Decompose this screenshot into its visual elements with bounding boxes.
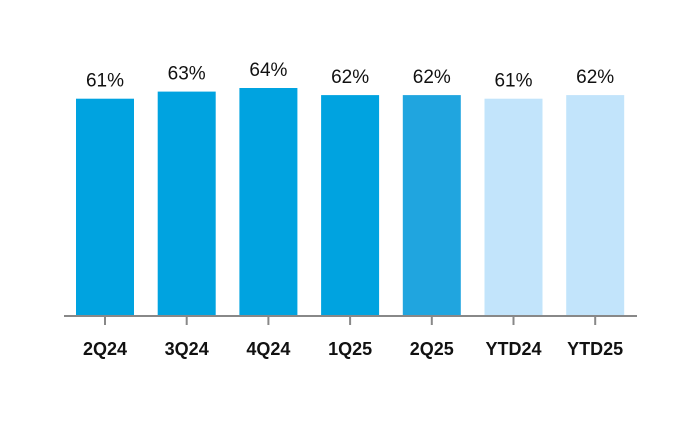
bar-2q25 xyxy=(402,95,461,316)
value-label: 63% xyxy=(168,64,206,85)
category-label: 3Q24 xyxy=(165,339,209,359)
category-label: 2Q25 xyxy=(410,339,454,359)
value-label: 64% xyxy=(249,60,287,81)
category-label: YTD25 xyxy=(567,339,623,359)
value-label: 61% xyxy=(494,71,532,92)
bar-1q25 xyxy=(321,95,380,316)
value-labels-group: 61% 63% 64% 62% 62% 61% 62% xyxy=(86,60,614,92)
bar-3q24 xyxy=(157,91,216,316)
value-label: 61% xyxy=(86,71,124,92)
category-label: 1Q25 xyxy=(328,339,372,359)
bar-ytd24 xyxy=(484,98,543,316)
category-label: YTD24 xyxy=(485,339,541,359)
value-label: 62% xyxy=(331,67,369,88)
category-labels-group: 2Q24 3Q24 4Q24 1Q25 2Q25 YTD24 YTD25 xyxy=(83,339,623,359)
x-ticks-group xyxy=(104,316,597,325)
bar-2q24 xyxy=(76,98,134,316)
value-label: 62% xyxy=(413,67,451,88)
category-label: 4Q24 xyxy=(246,339,290,359)
bar-4q24 xyxy=(239,88,298,316)
value-label: 62% xyxy=(576,67,614,88)
bar-ytd25 xyxy=(566,95,625,316)
bars-group xyxy=(76,88,625,316)
category-label: 2Q24 xyxy=(83,339,127,359)
